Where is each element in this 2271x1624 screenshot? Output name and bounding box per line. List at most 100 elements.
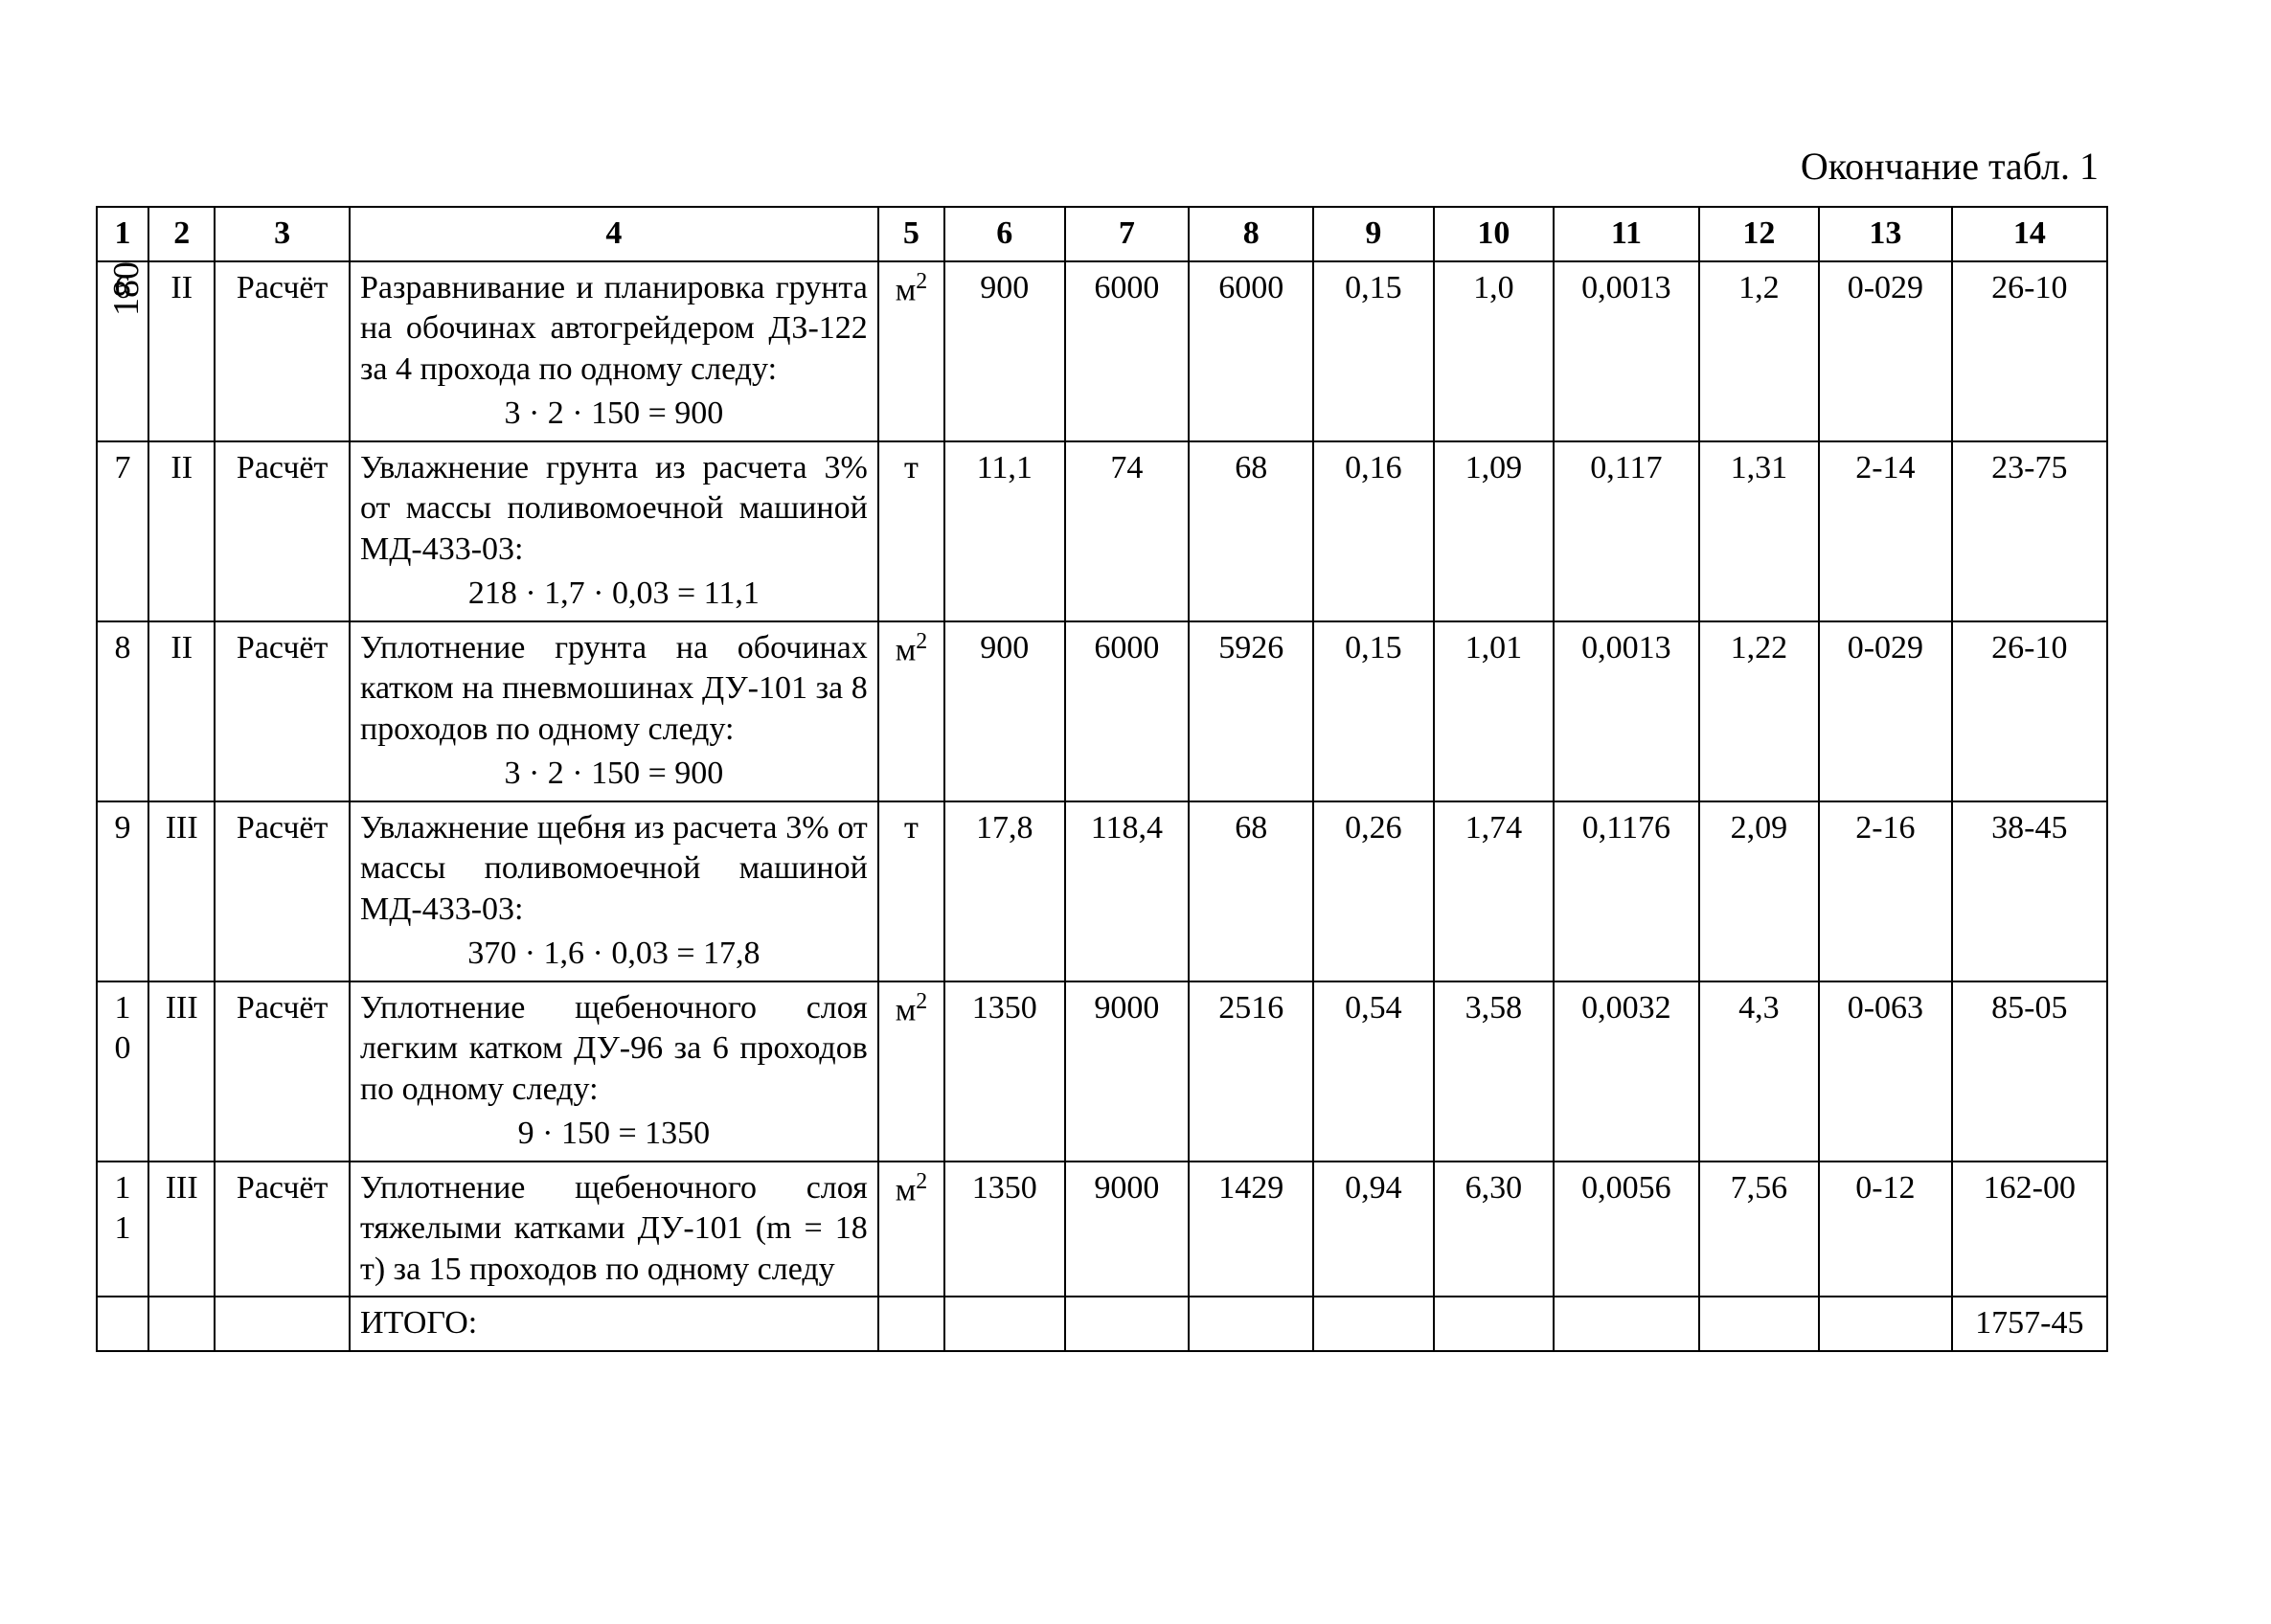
table-row: 7IIРасчётУвлажнение грунта из расчета 3%… [97,441,2107,621]
table-cell: 26-10 [1952,621,2107,801]
table-cell: 11,1 [944,441,1065,621]
description-text: Увлажнение щебня из расчета 3% от массы … [360,810,868,927]
table-cell: 0,54 [1313,981,1434,1162]
description-cell: Уплотнение щебеночного слоя легким катко… [350,981,878,1162]
col-header: 10 [1434,207,1555,261]
description-formula: 218 · 1,7 · 0,03 = 11,1 [360,574,868,615]
table-cell: 0,26 [1313,801,1434,981]
table-cell: 0-029 [1819,261,1951,441]
table-cell: 23-75 [1952,441,2107,621]
table-cell: 2,09 [1699,801,1820,981]
col-header: 8 [1189,207,1313,261]
col-header: 6 [944,207,1065,261]
description-cell: Уплотнение грунта на обочинах катком на … [350,621,878,801]
table-cell: III [148,1162,215,1297]
unit-cell: м2 [878,621,944,801]
table-cell: 1,22 [1699,621,1820,801]
table-cell: 3,58 [1434,981,1555,1162]
table-cell: 68 [1189,441,1313,621]
col-header: 4 [350,207,878,261]
table-cell: 900 [944,621,1065,801]
page: 180 Окончание табл. 1 1 2 3 4 5 6 7 8 9 … [0,0,2271,1624]
table-cell: Расчёт [215,261,350,441]
unit-base: т [904,810,919,846]
table-cell: 1,01 [1434,621,1555,801]
unit-cell: м2 [878,1162,944,1297]
description-text: Уплотнение щебеночного слоя тяжелыми кат… [360,1170,868,1287]
col-header: 3 [215,207,350,261]
table-cell: 6000 [1065,261,1190,441]
table-cell [1554,1297,1698,1351]
table-cell: 0-12 [1819,1162,1951,1297]
description-text: Разравнивание и планировка грунта на обо… [360,270,868,387]
table-cell: 0,15 [1313,261,1434,441]
col-header: 7 [1065,207,1190,261]
table-cell [215,1297,350,1351]
unit-base: м [896,1172,917,1207]
table-cell: 5926 [1189,621,1313,801]
table-cell: 2-14 [1819,441,1951,621]
unit-base: м [896,632,917,667]
table-cell: 118,4 [1065,801,1190,981]
description-cell: Увлажнение грунта из расчета 3% от массы… [350,441,878,621]
table-cell: 0,0032 [1554,981,1698,1162]
table-cell: Расчёт [215,441,350,621]
table-cell: 2516 [1189,981,1313,1162]
table-cell [1189,1297,1313,1351]
table-cell: 26-10 [1952,261,2107,441]
table-cell [1434,1297,1555,1351]
col-header: 13 [1819,207,1951,261]
table-cell: II [148,621,215,801]
description-text: Увлажнение грунта из расчета 3% от массы… [360,450,868,567]
table-cell [1065,1297,1190,1351]
total-row: ИТОГО:1757-45 [97,1297,2107,1351]
col-header: 9 [1313,207,1434,261]
unit-base: м [896,272,917,307]
table-cell: II [148,261,215,441]
table-cell [1819,1297,1951,1351]
table-row: 11IIIРасчётУплотнение щебеночного слоя т… [97,1162,2107,1297]
table-cell: 85-05 [1952,981,2107,1162]
description-cell: Уплотнение щебеночного слоя тяжелыми кат… [350,1162,878,1297]
table-header-row: 1 2 3 4 5 6 7 8 9 10 11 12 13 14 [97,207,2107,261]
table-cell: 0,117 [1554,441,1698,621]
table-cell: 0,0013 [1554,621,1698,801]
table-cell: 17,8 [944,801,1065,981]
description-text: Уплотнение щебеночного слоя легким катко… [360,990,868,1107]
table-cell: 1,09 [1434,441,1555,621]
table-cell: 9000 [1065,1162,1190,1297]
table-cell [97,1297,148,1351]
description-formula: 370 · 1,6 · 0,03 = 17,8 [360,934,868,975]
table-cell: 0-029 [1819,621,1951,801]
unit-superscript: 2 [916,989,927,1014]
table-cell: 38-45 [1952,801,2107,981]
table-cell: 1,0 [1434,261,1555,441]
col-header: 14 [1952,207,2107,261]
table-cell: 10 [97,981,148,1162]
description-formula: 3 · 2 · 150 = 900 [360,394,868,435]
table-cell: 8 [97,621,148,801]
table-cell [1313,1297,1434,1351]
unit-base: м [896,992,917,1027]
table-cell: 68 [1189,801,1313,981]
unit-superscript: 2 [916,629,927,654]
table-cell: Расчёт [215,801,350,981]
table-cell: Расчёт [215,621,350,801]
table-cell: Расчёт [215,1162,350,1297]
table-cell [944,1297,1065,1351]
table-cell: III [148,801,215,981]
table-cell: 1,31 [1699,441,1820,621]
table-cell: 9000 [1065,981,1190,1162]
table-cell: Расчёт [215,981,350,1162]
table-cell: 9 [97,801,148,981]
table-row: 9IIIРасчётУвлажнение щебня из расчета 3%… [97,801,2107,981]
table-cell: 0,16 [1313,441,1434,621]
table-cell: 1350 [944,1162,1065,1297]
description-cell: Увлажнение щебня из расчета 3% от массы … [350,801,878,981]
description-formula: 3 · 2 · 150 = 900 [360,754,868,795]
table-cell: 162-00 [1952,1162,2107,1297]
table-cell: 0,94 [1313,1162,1434,1297]
table-cell: 2-16 [1819,801,1951,981]
col-header: 1 [97,207,148,261]
col-header: 5 [878,207,944,261]
